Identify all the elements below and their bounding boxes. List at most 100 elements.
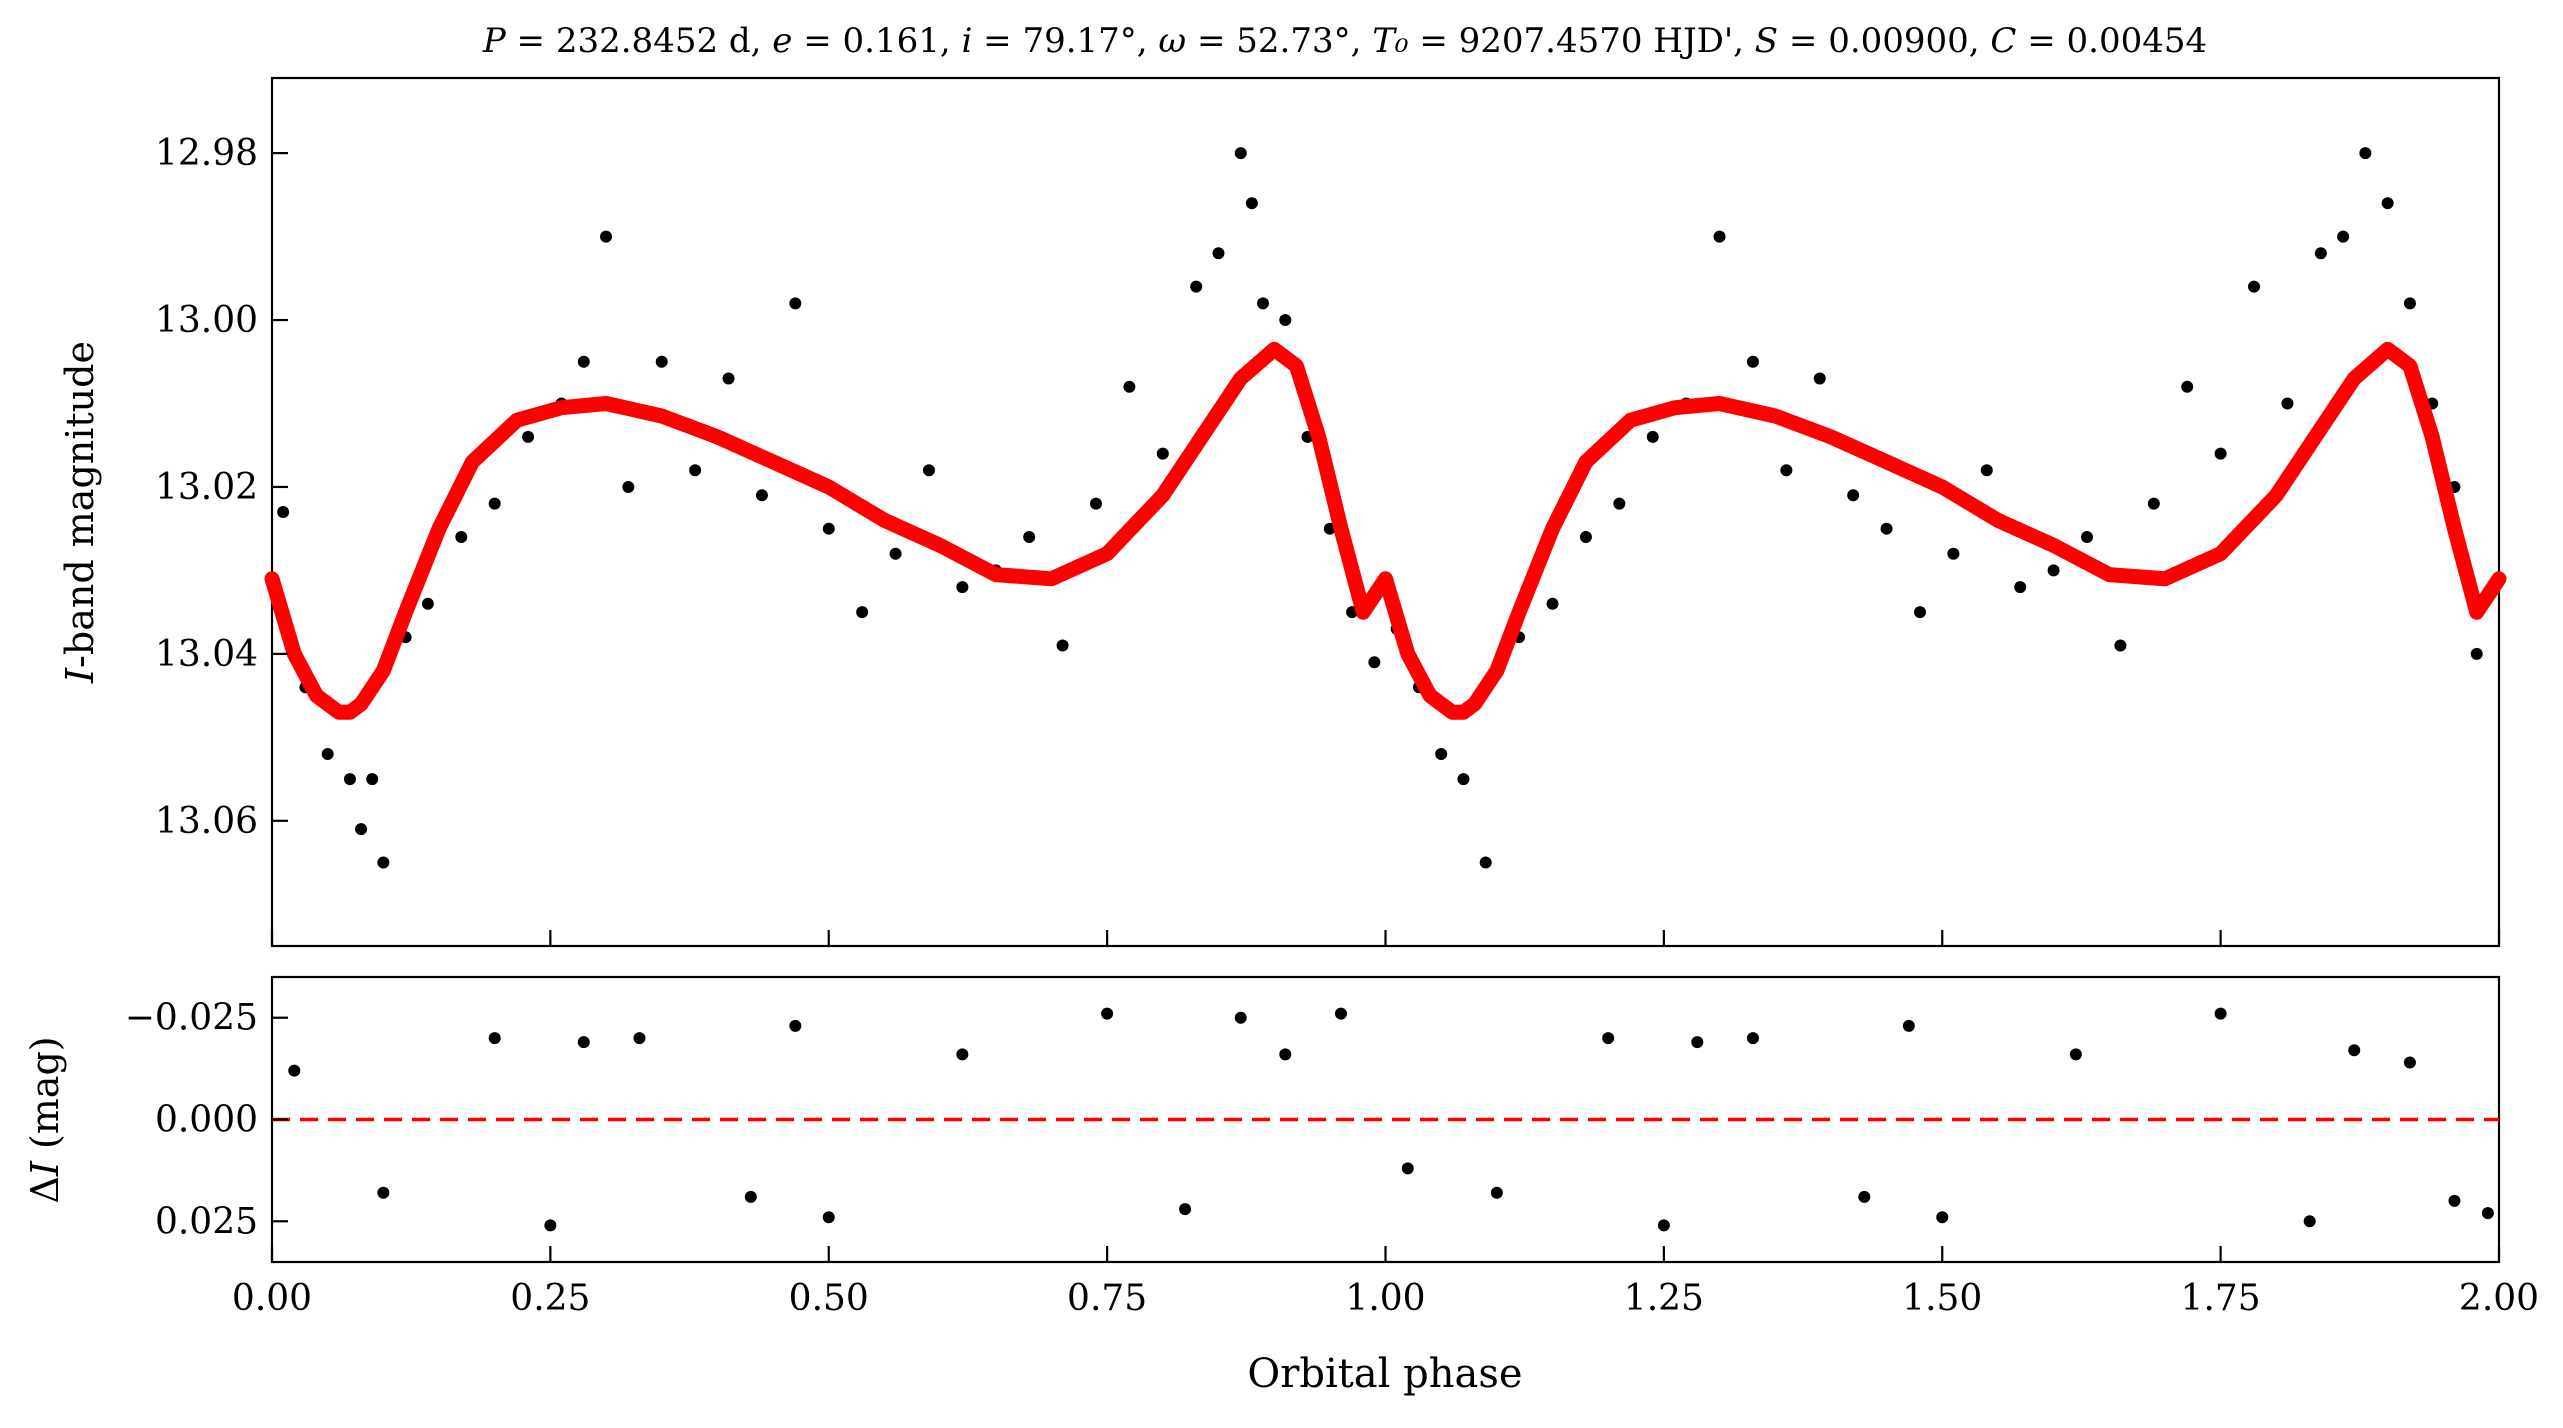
observation-point <box>2403 297 2416 310</box>
observation-point <box>1713 230 1726 243</box>
x-tick-label: 0.75 <box>1067 1278 1147 1319</box>
observation-point <box>600 230 613 243</box>
observation-point <box>1947 547 1960 560</box>
residual-point <box>1401 1162 1414 1175</box>
residual-point <box>633 1032 646 1045</box>
residual-point <box>744 1190 757 1203</box>
observation-point <box>1245 197 1258 210</box>
y-tick-label: 0.025 <box>155 1201 258 1242</box>
observation-point <box>1056 639 1069 652</box>
residual-point <box>789 1019 802 1032</box>
residual-point <box>288 1064 301 1077</box>
observation-point <box>455 531 468 544</box>
observation-point <box>1880 522 1893 535</box>
x-tick-label: 1.00 <box>1345 1278 1425 1319</box>
residual-point <box>1936 1211 1949 1224</box>
observation-point <box>2359 147 2372 160</box>
observation-point <box>2181 380 2194 393</box>
x-tick-label: 1.75 <box>2181 1278 2261 1319</box>
residual-point <box>2348 1044 2361 1057</box>
x-tick-label: 1.50 <box>1902 1278 1982 1319</box>
observation-point <box>1980 464 1993 477</box>
residual-point <box>1179 1203 1192 1216</box>
residual-point <box>1746 1032 1759 1045</box>
observation-point <box>1579 531 1592 544</box>
observation-point <box>2214 447 2227 460</box>
observation-point <box>1123 380 1136 393</box>
residual-point <box>1101 1007 1114 1020</box>
observation-point <box>343 773 356 786</box>
residual-point <box>2448 1194 2461 1207</box>
observation-point <box>1023 531 1036 544</box>
observation-point <box>2314 247 2327 260</box>
observation-point <box>889 547 902 560</box>
observation-point <box>1646 430 1659 443</box>
observation-point <box>2470 647 2483 660</box>
observation-point <box>2248 280 2261 293</box>
observation-point <box>366 773 379 786</box>
residual-data-points <box>288 1007 2494 1232</box>
bottom-y-axis-label: ΔI (mag) <box>23 1036 67 1203</box>
top-data-points <box>277 147 2483 869</box>
observation-point <box>722 372 735 385</box>
y-tick-label: 13.02 <box>155 467 258 508</box>
y-tick-label: −0.025 <box>125 998 258 1039</box>
bottom-y-ticks: −0.025 0.000 0.025 <box>125 998 288 1242</box>
observation-point <box>488 497 501 510</box>
x-tick-label: 2.00 <box>2459 1278 2539 1319</box>
residual-point <box>1657 1219 1670 1232</box>
observation-point <box>1257 297 1270 310</box>
residual-point <box>2403 1056 2416 1069</box>
chart-title: P = 232.8452 d, e = 0.161, i = 79.17°, ω… <box>482 21 2207 61</box>
observation-point <box>522 430 535 443</box>
residual-point <box>577 1036 590 1049</box>
x-tick-label: 1.25 <box>1624 1278 1704 1319</box>
residual-point <box>1279 1048 1292 1061</box>
top-plot-frame <box>270 76 2501 948</box>
observation-point <box>1156 447 1169 460</box>
observation-point <box>956 581 969 594</box>
observation-point <box>2014 581 2027 594</box>
y-tick-label: 13.00 <box>155 300 258 341</box>
residual-point <box>1691 1036 1704 1049</box>
observation-point <box>789 297 802 310</box>
observation-point <box>2381 197 2394 210</box>
observation-point <box>1368 656 1381 669</box>
observation-point <box>1435 748 1448 761</box>
observation-point <box>822 522 835 535</box>
residual-point <box>1858 1190 1871 1203</box>
residual-point <box>956 1048 969 1061</box>
residual-point <box>2069 1048 2082 1061</box>
observation-point <box>277 506 290 518</box>
observation-point <box>2047 564 2060 577</box>
observation-point <box>1457 773 1470 786</box>
observation-point <box>1746 355 1759 368</box>
observation-point <box>377 856 390 869</box>
residual-point <box>1490 1186 1503 1199</box>
top-panel: 12.98 13.00 13.02 13.04 13.06 I-band magnitu… <box>58 76 2507 948</box>
observation-point <box>1234 147 1247 160</box>
observation-point <box>1780 464 1793 477</box>
top-y-axis-label: I-band magnitude <box>58 341 102 684</box>
y-tick-label: 13.06 <box>155 801 258 842</box>
observation-point <box>1613 497 1626 510</box>
x-tick-label: 0.25 <box>510 1278 590 1319</box>
residual-point <box>488 1032 501 1045</box>
model-curve <box>264 341 2507 720</box>
observation-point <box>1212 247 1225 260</box>
observation-point <box>321 748 334 761</box>
observation-point <box>1089 497 1102 510</box>
residual-point <box>2303 1215 2316 1228</box>
observation-point <box>2337 230 2350 243</box>
observation-point <box>2281 397 2294 410</box>
residual-point <box>377 1186 390 1199</box>
observation-point <box>1813 372 1826 385</box>
residual-point <box>2214 1007 2227 1020</box>
observation-point <box>655 355 668 368</box>
observation-point <box>2114 639 2127 652</box>
residual-point <box>1234 1011 1247 1024</box>
residual-point <box>544 1219 557 1232</box>
residual-point <box>1602 1032 1615 1045</box>
observation-point <box>1279 314 1292 327</box>
